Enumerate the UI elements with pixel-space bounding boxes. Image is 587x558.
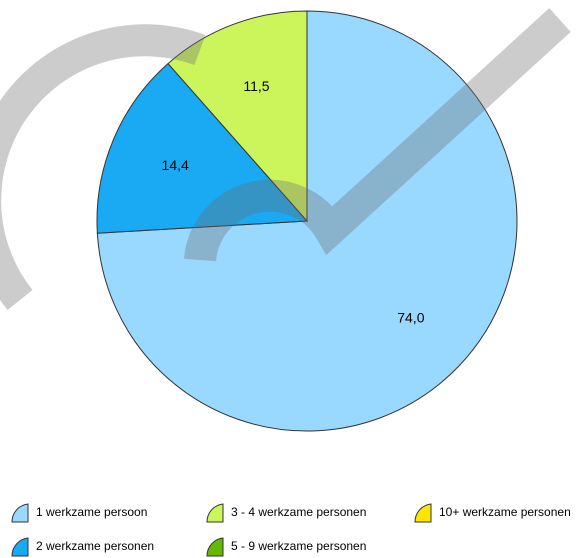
legend-label: 3 - 4 werkzame personen bbox=[231, 505, 366, 519]
pie: 74,0 14,4 11,5 bbox=[0, 8, 571, 432]
legend-swatch bbox=[206, 503, 224, 523]
pie-slice bbox=[167, 10, 308, 223]
legend: 1 werkzame persoon 2 werkzame personen 3 -… bbox=[11, 503, 571, 557]
pie-slice bbox=[96, 62, 309, 234]
watermark bbox=[0, 24, 206, 310]
data-label: 74,0 bbox=[397, 310, 424, 326]
legend-label: 1 werkzame persoon bbox=[36, 505, 147, 519]
legend-swatch bbox=[206, 537, 224, 557]
data-label: 11,5 bbox=[243, 78, 269, 94]
watermark bbox=[184, 8, 571, 262]
data-label: 14,4 bbox=[162, 157, 189, 173]
legend-label: 10+ werkzame personen bbox=[439, 505, 571, 519]
legend-label: 2 werkzame personen bbox=[36, 539, 154, 553]
legend-swatch bbox=[11, 537, 29, 557]
legend-swatch bbox=[11, 503, 29, 523]
legend-swatch bbox=[414, 503, 432, 523]
legend-label: 5 - 9 werkzame personen bbox=[231, 539, 366, 553]
